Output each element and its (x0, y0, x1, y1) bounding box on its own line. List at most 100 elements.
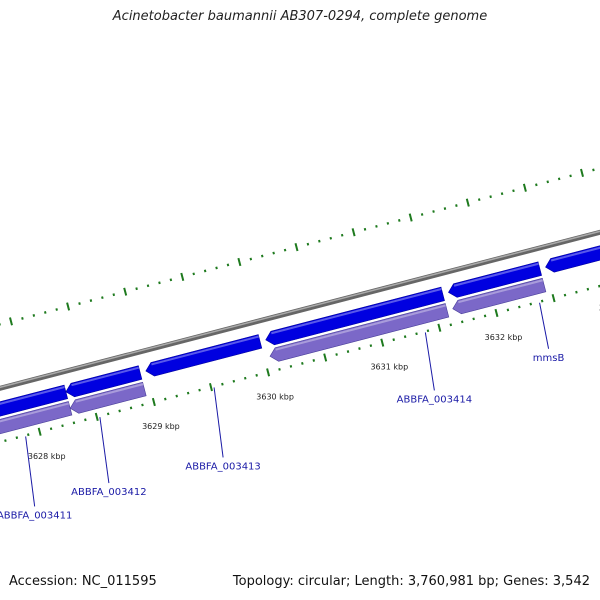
gene-leader-2 (213, 387, 224, 458)
inner-tick (164, 397, 167, 401)
inner-tick (232, 379, 236, 383)
outer-tick (351, 228, 356, 237)
inner-tick (472, 317, 475, 321)
inner-tick (118, 409, 121, 413)
feature-shine (271, 288, 442, 335)
gene-label-ABBFA_003414[interactable]: ABBFA_003414 (397, 394, 472, 405)
outer-tick (203, 269, 207, 273)
outer-tick (192, 272, 195, 276)
inner-tick (106, 412, 110, 416)
inner-tick (415, 332, 418, 336)
gene-label-ABBFA_003412[interactable]: ABBFA_003412 (71, 487, 146, 498)
outer-tick (260, 254, 264, 258)
outer-tick (477, 198, 481, 202)
gene-feature-3[interactable] (145, 334, 263, 377)
outer-tick (226, 263, 230, 267)
inner-tick (392, 338, 395, 342)
inner-tick (94, 412, 99, 421)
feature-shine (0, 386, 65, 405)
feature-track (0, 205, 600, 435)
inner-tick (198, 388, 201, 392)
outer-tick (21, 316, 24, 320)
outer-tick (386, 221, 390, 225)
inner-tick (84, 418, 87, 422)
outer-tick (215, 266, 218, 270)
cds-feature-10[interactable] (452, 277, 547, 315)
inner-tick (141, 403, 144, 407)
feature-shine (0, 402, 70, 423)
outer-tick (112, 293, 116, 297)
inner-tick (403, 335, 407, 339)
gene-label-mmsB[interactable]: mmsB (533, 353, 565, 364)
tick-label-3631: 3631 kbp (370, 363, 408, 372)
inner-tick (506, 308, 510, 312)
outer-tick (420, 213, 424, 216)
outer-tick (363, 227, 367, 231)
outer-tick (329, 236, 333, 240)
gene-feature-6[interactable] (545, 205, 600, 273)
map-title: Acinetobacter baumannii AB307-0294, comp… (112, 9, 488, 24)
gene-feature-2[interactable] (65, 365, 143, 398)
tick-label-3629: 3629 kbp (142, 422, 180, 431)
inner-tick (26, 433, 30, 437)
gene-label-ABBFA_003411[interactable]: ABBFA_003411 (0, 510, 72, 521)
inner-tick (575, 290, 578, 294)
tick-label-3628: 3628 kbp (28, 452, 66, 461)
outer-tick (546, 180, 550, 184)
outer-tick (408, 213, 413, 222)
outer-tick (398, 219, 401, 222)
outer-tick (340, 233, 344, 237)
outer-tick (375, 224, 378, 228)
inner-tick (61, 424, 64, 428)
outer-tick (522, 183, 527, 192)
inner-tick (312, 359, 316, 362)
backbone-highlight (0, 230, 600, 389)
outer-tick (512, 189, 515, 193)
inner-tick (483, 314, 487, 318)
inner-tick (4, 439, 7, 443)
accession-label: Accession: NC_011595 (9, 574, 157, 589)
outer-tick (535, 183, 538, 187)
outer-tick (66, 302, 71, 311)
inner-tick (358, 347, 361, 350)
backbone-line (0, 229, 600, 391)
outer-tick (294, 243, 299, 252)
gene-label-ABBFA_003413[interactable]: ABBFA_003413 (185, 461, 260, 472)
outer-tick (158, 281, 161, 285)
outer-tick (489, 195, 492, 199)
inner-tick (266, 368, 271, 377)
inner-tick (209, 383, 213, 392)
outer-tick (123, 287, 128, 296)
inner-tick (586, 287, 590, 291)
cds-feature-9[interactable] (269, 303, 450, 362)
gene-leader-1 (99, 417, 110, 484)
feature-shine (71, 366, 140, 387)
outer-tick (101, 296, 104, 300)
outer-tick (169, 278, 173, 282)
inner-tick (563, 293, 567, 297)
inner-tick (72, 421, 76, 425)
inner-tick (186, 391, 190, 395)
outer-tick (592, 168, 595, 172)
feature-shine (75, 383, 144, 403)
feature-shine (151, 335, 260, 366)
outer-tick (465, 198, 470, 207)
outer-tick (43, 311, 47, 314)
inner-tick (255, 373, 258, 377)
outer-tick (580, 168, 584, 178)
feature-shine (453, 262, 539, 287)
outer-tick (249, 257, 253, 261)
gene-feature-4[interactable] (265, 286, 445, 346)
inner-tick (518, 305, 521, 309)
gene-feature-5[interactable] (448, 261, 542, 298)
inner-tick (494, 308, 499, 318)
outer-tick (318, 239, 321, 243)
gene-leader-3 (424, 332, 435, 391)
outer-tick (569, 174, 572, 178)
inner-tick (437, 323, 442, 332)
outer-tick-ring (0, 168, 595, 326)
inner-tick (346, 350, 350, 353)
outer-tick (557, 177, 561, 181)
cds-feature-8[interactable] (69, 381, 147, 414)
